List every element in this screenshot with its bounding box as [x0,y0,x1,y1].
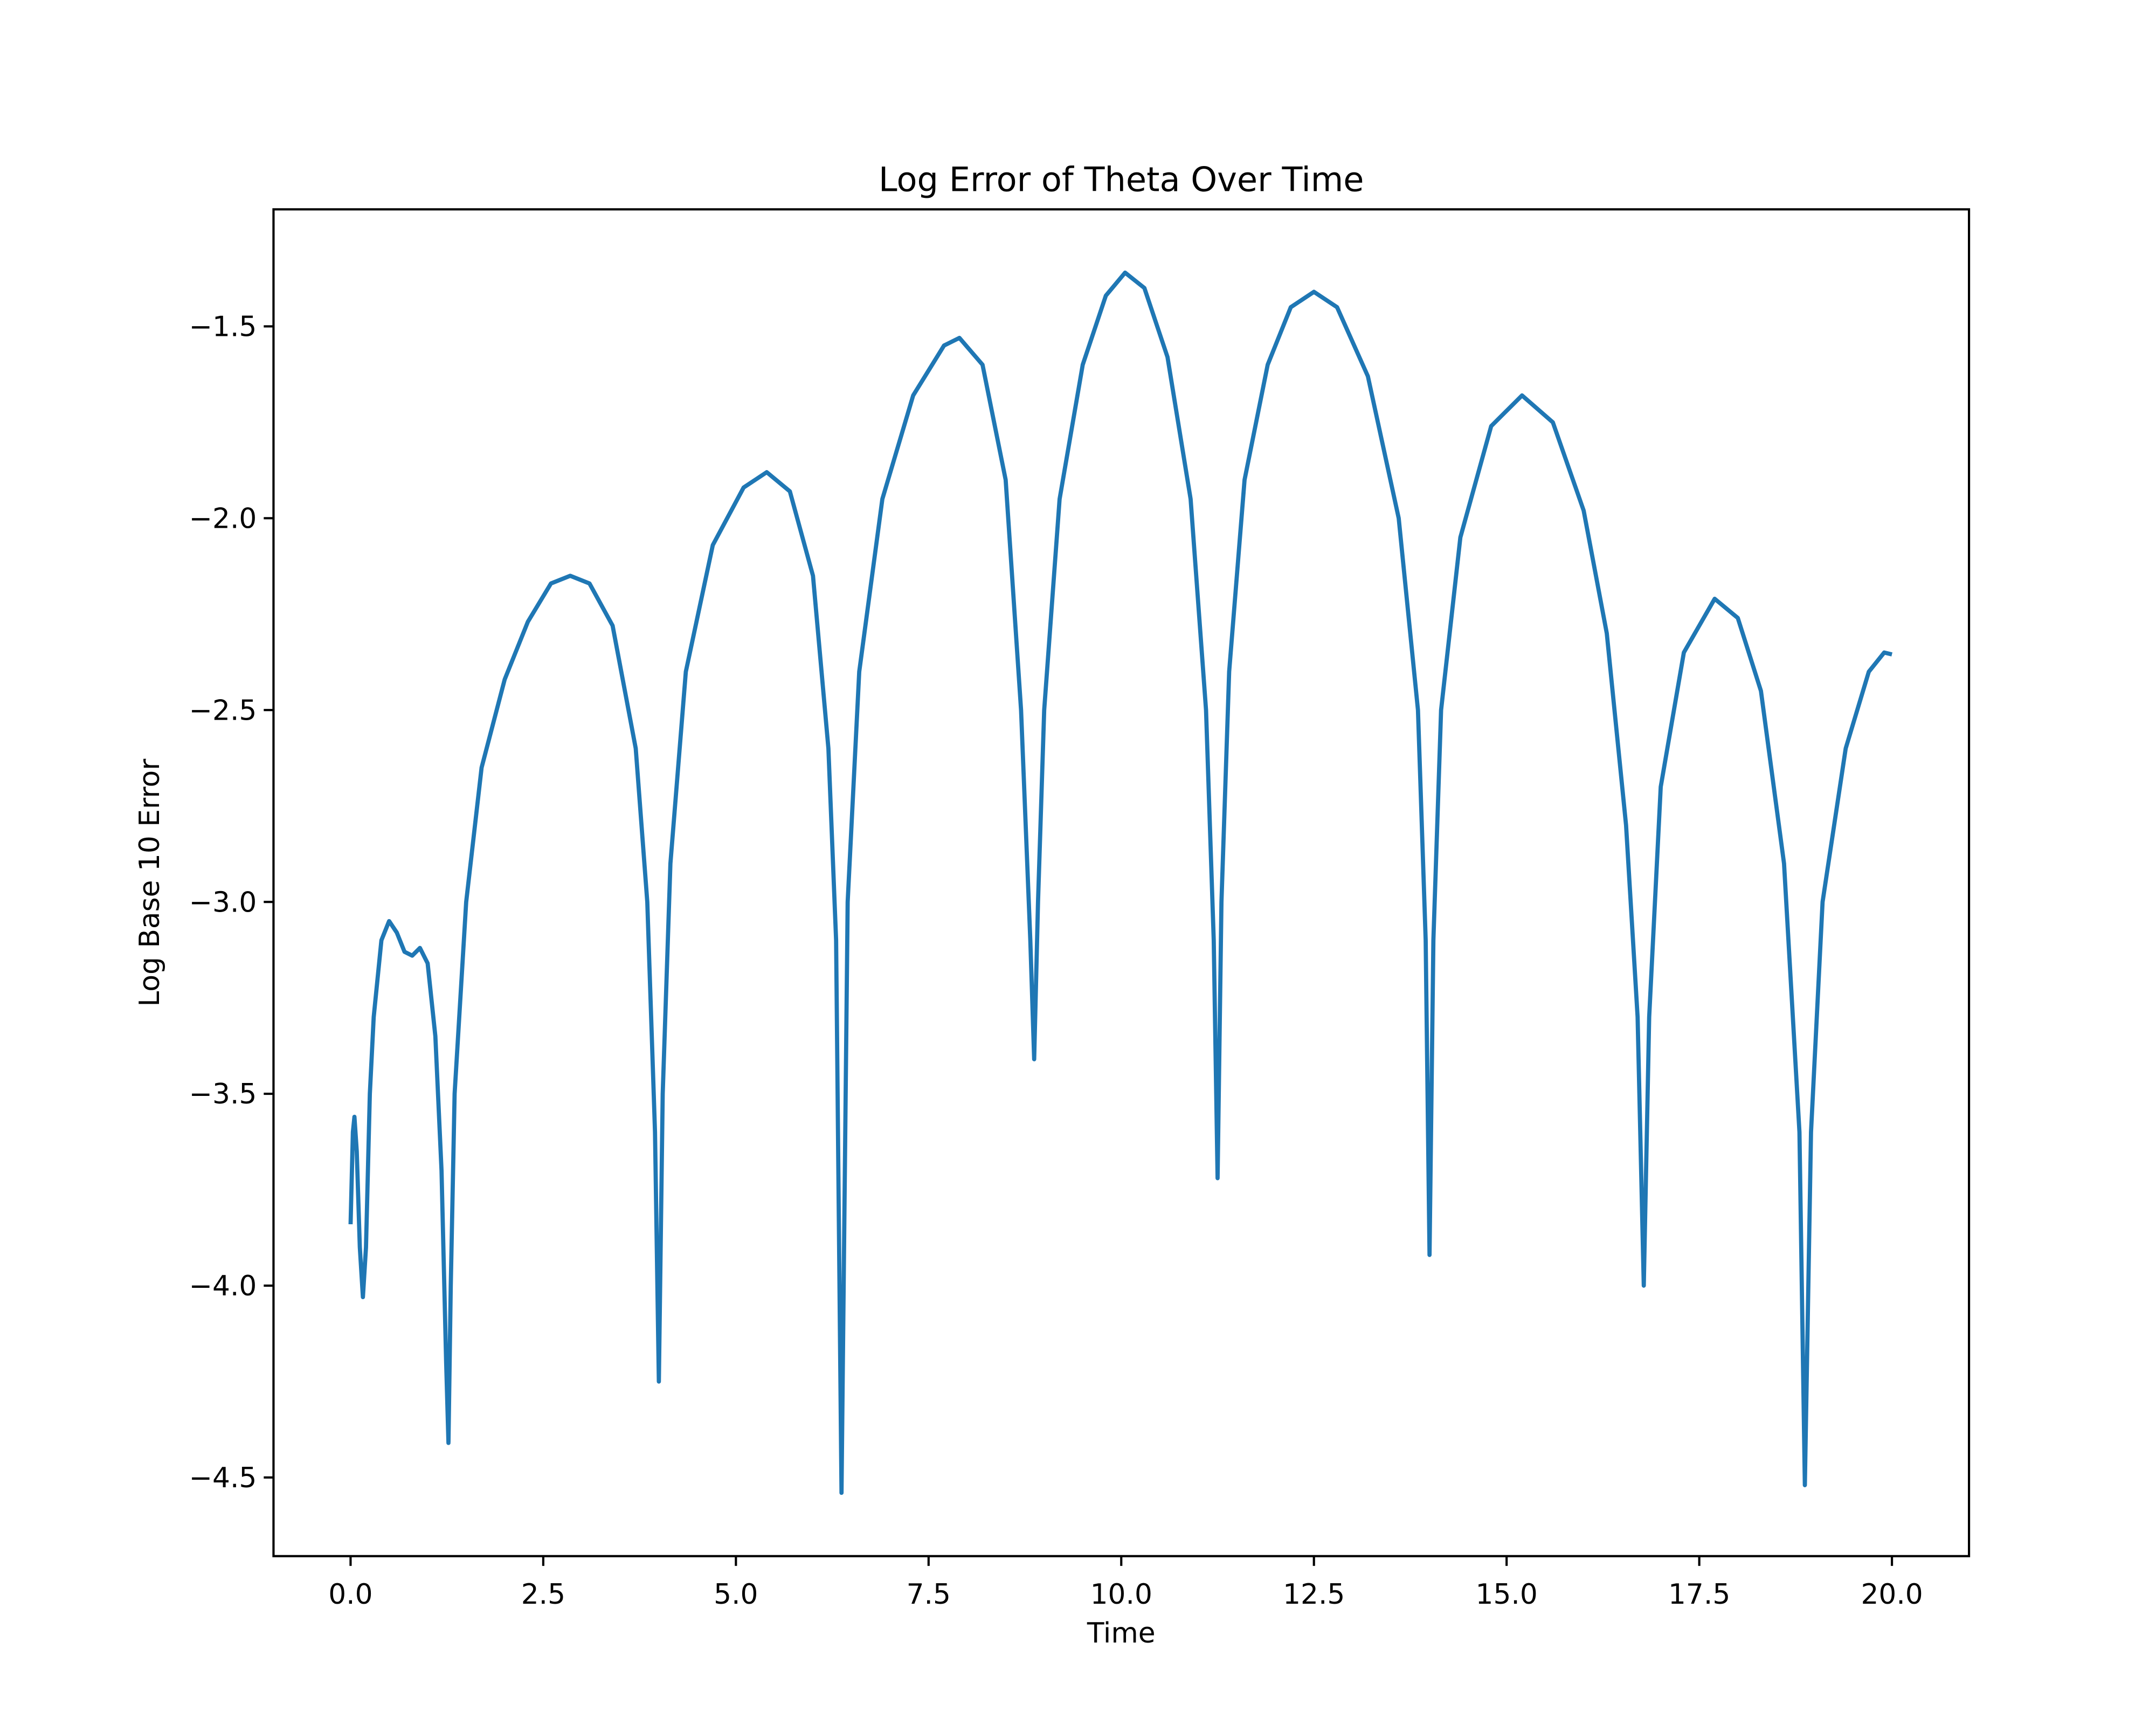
y-tick-label: −3.0 [189,886,257,919]
x-tick-label: 5.0 [714,1578,758,1611]
y-axis-label: Log Base 10 Error [134,758,166,1007]
y-tick-label: −4.5 [189,1462,257,1494]
y-tick-label: −1.5 [189,311,257,343]
x-tick-label: 20.0 [1861,1578,1923,1611]
y-tick-label: −3.5 [189,1078,257,1110]
x-axis-label: Time [1087,1617,1156,1650]
x-tick-label: 17.5 [1668,1578,1730,1611]
data-line [348,270,1893,1495]
x-tick-label: 15.0 [1476,1578,1538,1611]
axes-frame [272,208,1971,1557]
chart-title: Log Error of Theta Over Time [879,160,1364,199]
y-tick-label: −2.5 [189,694,257,727]
x-tick-label: 12.5 [1283,1578,1345,1611]
x-tick-label: 10.0 [1090,1578,1152,1611]
x-tick-label: 2.5 [521,1578,565,1611]
y-tick-label: −4.0 [189,1270,257,1302]
y-tick-label: −2.0 [189,502,257,535]
x-tick-label: 0.0 [328,1578,372,1611]
x-tick-label: 7.5 [907,1578,951,1611]
